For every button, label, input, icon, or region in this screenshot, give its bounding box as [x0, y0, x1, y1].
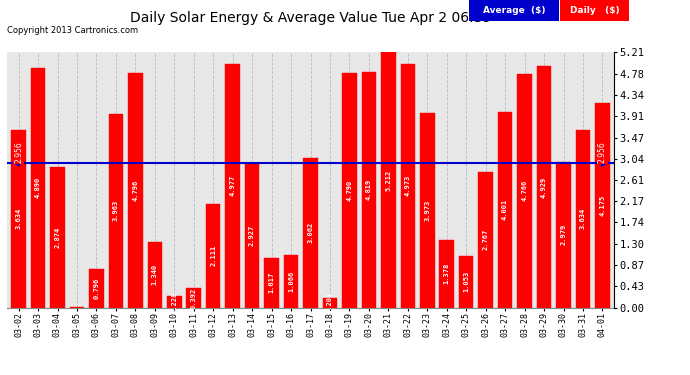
Text: 3.634: 3.634: [580, 208, 586, 229]
Text: 1.066: 1.066: [288, 271, 294, 292]
Text: 0.392: 0.392: [190, 287, 197, 309]
Bar: [537, 66, 551, 308]
Text: 4.175: 4.175: [600, 195, 605, 216]
Text: 2.979: 2.979: [560, 224, 566, 245]
Bar: [284, 255, 298, 308]
Text: 3.963: 3.963: [113, 200, 119, 221]
Bar: [128, 73, 143, 308]
Bar: [167, 296, 181, 307]
Bar: [400, 64, 415, 308]
Text: 0.201: 0.201: [327, 292, 333, 313]
Bar: [362, 72, 376, 308]
Text: 5.212: 5.212: [385, 170, 391, 190]
Bar: [595, 103, 610, 308]
Text: 2.767: 2.767: [482, 229, 489, 251]
Text: 4.001: 4.001: [502, 199, 508, 220]
Bar: [148, 242, 162, 308]
Text: 2.956: 2.956: [598, 141, 607, 163]
Text: 4.890: 4.890: [35, 177, 41, 198]
Bar: [226, 64, 240, 308]
Bar: [478, 172, 493, 308]
Text: 1.017: 1.017: [268, 272, 275, 293]
Bar: [459, 256, 473, 307]
Bar: [518, 74, 532, 307]
Bar: [11, 130, 26, 308]
Bar: [323, 298, 337, 307]
Bar: [575, 130, 590, 308]
Text: 4.929: 4.929: [541, 176, 547, 198]
Text: Copyright 2013 Cartronics.com: Copyright 2013 Cartronics.com: [7, 26, 138, 35]
Bar: [245, 164, 259, 308]
Text: 3.634: 3.634: [16, 208, 21, 229]
Text: 1.053: 1.053: [463, 271, 469, 292]
Text: Daily Solar Energy & Average Value Tue Apr 2 06:39: Daily Solar Energy & Average Value Tue A…: [130, 11, 491, 25]
Bar: [108, 114, 124, 308]
Bar: [420, 113, 435, 308]
Text: 2.956: 2.956: [14, 141, 23, 163]
Bar: [50, 167, 65, 308]
Text: 4.790: 4.790: [346, 180, 353, 201]
Text: 3.062: 3.062: [308, 222, 313, 243]
Text: 1.340: 1.340: [152, 264, 158, 285]
Text: Daily   ($): Daily ($): [570, 6, 620, 15]
Text: 4.977: 4.977: [230, 175, 236, 196]
Bar: [206, 204, 221, 308]
Bar: [497, 112, 513, 308]
Bar: [303, 158, 318, 308]
Text: Average  ($): Average ($): [483, 6, 545, 15]
Bar: [440, 240, 454, 308]
Text: 1.378: 1.378: [444, 263, 450, 284]
Text: 4.819: 4.819: [366, 179, 372, 200]
Text: 0.228: 0.228: [171, 291, 177, 312]
Bar: [342, 73, 357, 308]
Text: 4.766: 4.766: [522, 180, 528, 201]
Text: 4.796: 4.796: [132, 180, 139, 201]
Bar: [264, 258, 279, 307]
Bar: [31, 68, 46, 308]
Text: 3.973: 3.973: [424, 200, 431, 221]
Bar: [89, 268, 104, 308]
Bar: [186, 288, 201, 308]
Text: 2.874: 2.874: [55, 226, 61, 248]
Bar: [556, 162, 571, 308]
Text: 2.927: 2.927: [249, 225, 255, 246]
Bar: [381, 53, 395, 308]
Text: 4.973: 4.973: [405, 175, 411, 196]
Text: 2.111: 2.111: [210, 245, 216, 267]
Text: 0.796: 0.796: [93, 278, 99, 298]
